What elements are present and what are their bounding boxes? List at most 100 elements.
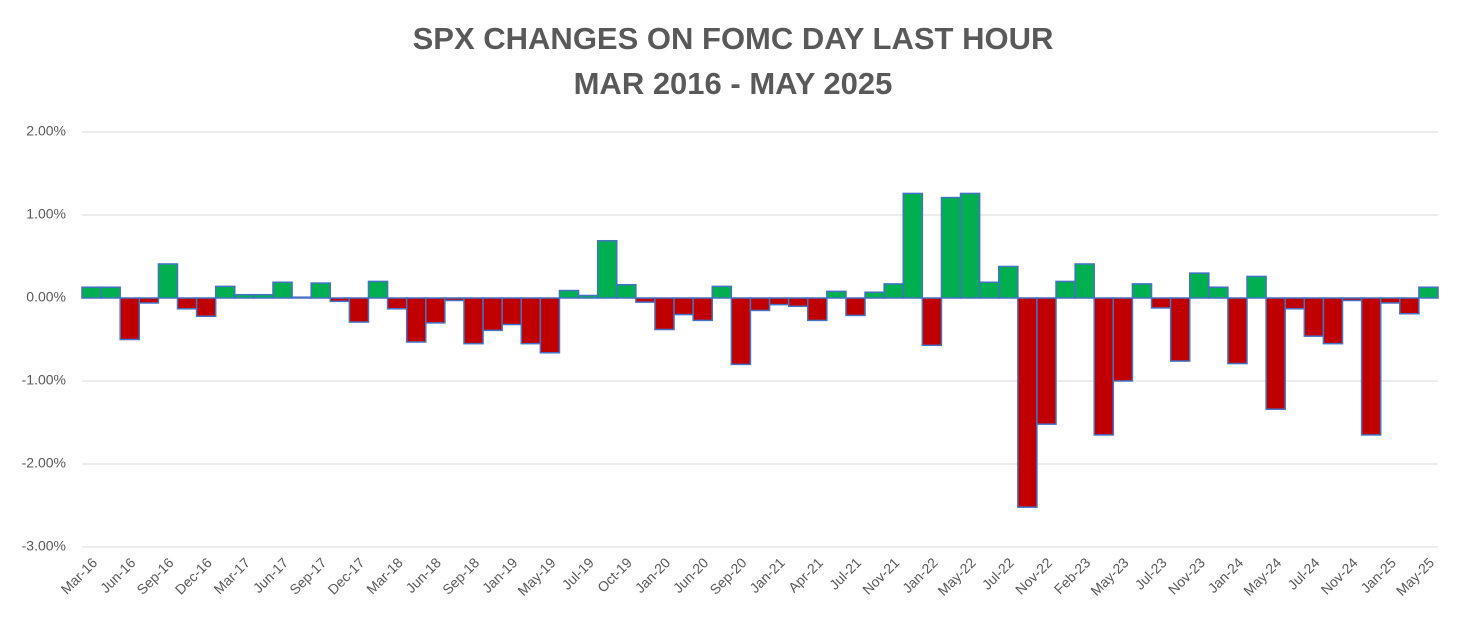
bar	[616, 283, 637, 299]
x-tick-label: Oct-19	[594, 554, 635, 595]
bar	[806, 297, 828, 322]
chart-subtitle: MAR 2016 - MAY 2025	[574, 66, 893, 101]
bar	[253, 293, 274, 299]
bar	[291, 296, 312, 299]
x-tick-label: Jan-22	[899, 554, 941, 596]
bar	[444, 297, 465, 302]
x-tick-label: Jan-25	[1357, 554, 1399, 596]
bar	[1303, 297, 1325, 337]
y-tick-label: 2.00%	[26, 123, 66, 139]
bar	[195, 297, 217, 318]
bar	[520, 297, 542, 345]
bar	[214, 285, 236, 299]
x-tick-label: Nov-21	[859, 554, 902, 597]
bar	[367, 280, 389, 299]
x-tick-label: Nov-23	[1165, 554, 1208, 597]
x-tick-label: Sep-16	[133, 554, 176, 597]
bar	[826, 290, 847, 299]
bar	[730, 297, 752, 366]
x-tick-label: Jan-24	[1205, 554, 1247, 596]
x-tick-label: Sep-18	[439, 554, 482, 597]
bar	[635, 297, 656, 303]
bar	[234, 293, 255, 299]
bar	[119, 297, 141, 341]
y-tick-label: 1.00%	[26, 206, 66, 222]
y-tick-label: -3.00%	[22, 538, 66, 554]
bar	[997, 265, 1019, 299]
bar	[1131, 283, 1153, 299]
x-tick-label: Jun-16	[97, 554, 139, 596]
bar	[1322, 297, 1344, 345]
bar	[1036, 297, 1057, 425]
bar	[883, 283, 904, 299]
x-tick-label: Apr-21	[785, 554, 826, 595]
x-tick-label: Mar-17	[210, 554, 253, 597]
bar	[787, 297, 809, 308]
x-tick-label: Dec-16	[172, 554, 215, 597]
x-tick-label: Jun-18	[402, 554, 444, 596]
x-tick-label: May-19	[514, 554, 558, 598]
bar	[1399, 297, 1420, 315]
bar	[1169, 297, 1191, 362]
y-tick-label: 0.00%	[26, 289, 66, 305]
bar	[482, 297, 503, 332]
bar	[577, 294, 599, 299]
bar	[1227, 297, 1248, 365]
bar	[81, 286, 102, 299]
bar	[100, 286, 121, 299]
bar	[654, 297, 675, 331]
bar	[1208, 286, 1229, 299]
chart-title: SPX CHANGES ON FOMC DAY LAST HOUR	[413, 21, 1054, 56]
bar	[558, 289, 580, 299]
x-tick-label: Nov-22	[1012, 554, 1055, 597]
x-tick-label: Jan-19	[479, 554, 521, 596]
bar	[348, 297, 370, 323]
bar	[940, 196, 962, 299]
x-tick-label: Jan-21	[746, 554, 788, 596]
bar	[673, 297, 694, 316]
x-tick-label: Dec-17	[324, 554, 367, 597]
x-tick-label: Jul-19	[559, 554, 597, 592]
bar	[1093, 297, 1115, 436]
bar	[959, 192, 981, 299]
bar	[138, 297, 160, 304]
x-tick-label: Mar-16	[58, 554, 101, 597]
bar	[768, 297, 790, 306]
bar	[329, 297, 351, 303]
bar	[1341, 297, 1363, 302]
bar	[596, 239, 618, 299]
x-tick-label: Jun-17	[250, 554, 292, 596]
bar	[864, 291, 885, 299]
bar	[978, 281, 1000, 299]
x-tick-label: Feb-23	[1051, 554, 1094, 597]
bar	[1074, 263, 1095, 299]
y-tick-label: -2.00%	[22, 455, 66, 471]
x-tick-label: May-25	[1393, 554, 1437, 598]
bar	[1246, 275, 1267, 299]
bar	[902, 192, 924, 299]
x-tick-label: May-22	[934, 554, 978, 598]
bar	[1188, 272, 1210, 299]
bar	[921, 297, 943, 347]
bar	[749, 297, 771, 312]
bar	[1284, 297, 1306, 310]
x-tick-label: May-24	[1240, 554, 1284, 598]
bar	[310, 282, 332, 299]
bar	[1418, 286, 1439, 299]
x-tick-label: Sep-17	[286, 554, 329, 597]
bar	[157, 263, 179, 299]
bar	[1112, 297, 1134, 382]
x-tick-label: Jan-20	[632, 554, 674, 596]
bar	[176, 297, 198, 310]
x-tick-label: Sep-20	[706, 554, 749, 597]
x-tick-label: Mar-18	[363, 554, 406, 597]
bar	[692, 297, 714, 322]
y-tick-label: -1.00%	[22, 372, 66, 388]
bar	[1265, 297, 1286, 410]
bar	[1055, 280, 1076, 299]
bar	[1150, 297, 1172, 309]
x-tick-label: Nov-24	[1318, 554, 1361, 597]
bar	[1360, 297, 1382, 436]
bar	[405, 297, 427, 343]
